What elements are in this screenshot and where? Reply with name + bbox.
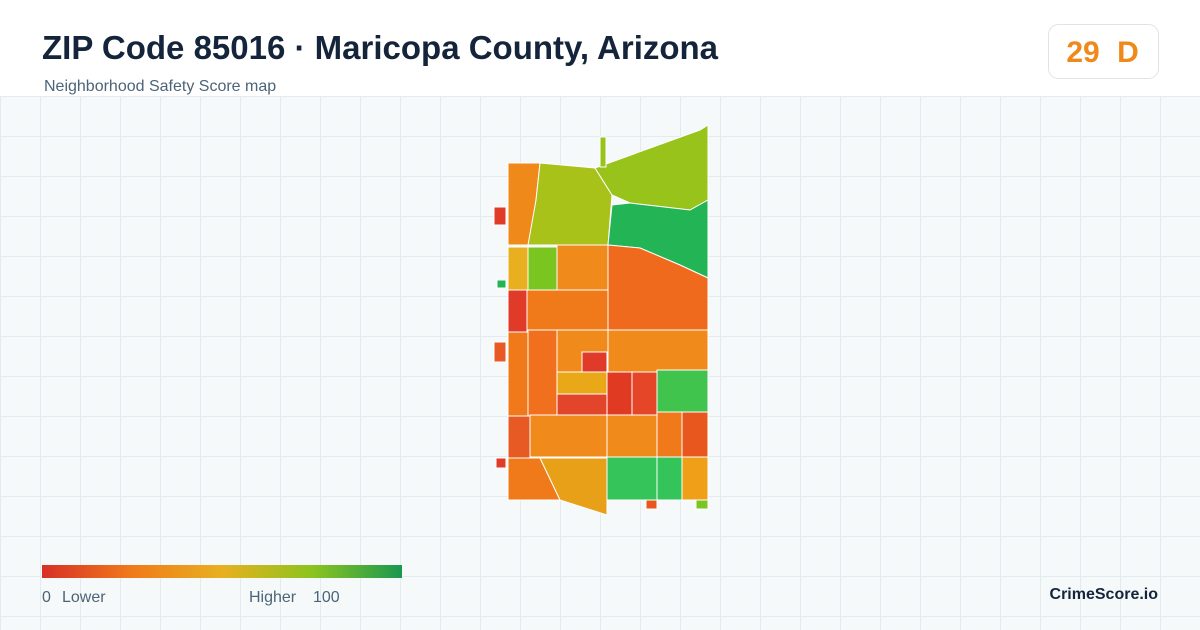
score-value: 29: [1066, 36, 1099, 69]
header-bg: [0, 0, 1200, 96]
score-box: [1048, 24, 1159, 79]
map: [493, 124, 709, 516]
grid: [0, 96, 1200, 630]
legend-min-label: Lower: [62, 589, 106, 606]
legend-max-label: Higher: [249, 589, 297, 606]
score-grade: D: [1117, 36, 1139, 69]
legend-gradient: [42, 565, 402, 578]
legend-max: 100: [313, 589, 340, 606]
brand: CrimeScore.io: [1050, 586, 1159, 603]
title: ZIP Code 85016 · Maricopa County, Arizon…: [42, 29, 719, 66]
legend-min: 0: [42, 589, 51, 606]
subtitle: Neighborhood Safety Score map: [44, 78, 276, 95]
